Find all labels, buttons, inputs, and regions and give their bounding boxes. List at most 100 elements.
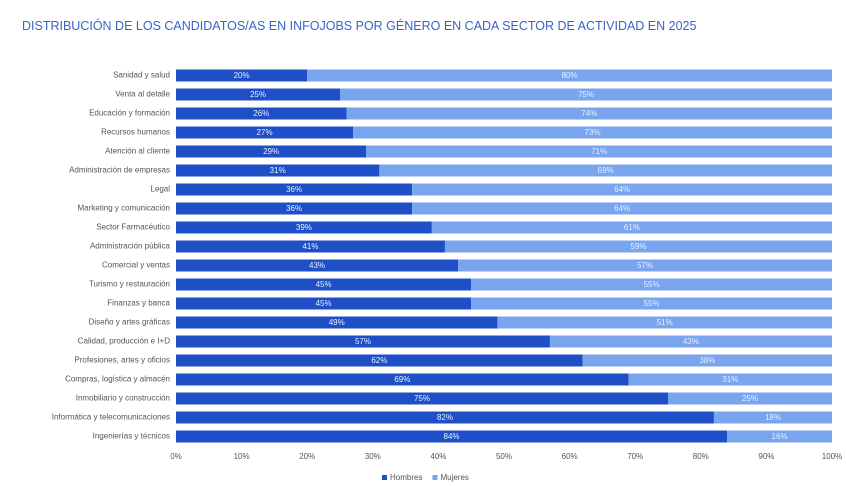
y-tick-label: Atención al cliente bbox=[105, 147, 170, 156]
value-label: 16% bbox=[772, 432, 788, 441]
x-tick-label: 50% bbox=[496, 452, 512, 461]
y-tick-label: Calidad, producción e I+D bbox=[78, 337, 171, 346]
value-label: 25% bbox=[250, 90, 266, 99]
value-label: 80% bbox=[562, 71, 578, 80]
value-label: 64% bbox=[614, 185, 630, 194]
x-tick-label: 20% bbox=[299, 452, 315, 461]
value-label: 29% bbox=[263, 147, 279, 156]
bar-segment bbox=[307, 69, 832, 82]
x-tick-label: 70% bbox=[627, 452, 643, 461]
y-tick-label: Marketing y comunicación bbox=[78, 204, 170, 213]
bar-segment bbox=[497, 316, 832, 329]
value-label: 45% bbox=[316, 299, 332, 308]
x-tick-label: 80% bbox=[693, 452, 709, 461]
value-label: 25% bbox=[742, 394, 758, 403]
y-tick-label: Sanidad y salud bbox=[113, 71, 170, 80]
y-tick-label: Ingenierías y técnicos bbox=[93, 432, 170, 441]
bar-segment bbox=[176, 126, 354, 139]
x-tick-label: 100% bbox=[822, 452, 842, 461]
value-label: 82% bbox=[437, 413, 453, 422]
x-tick-label: 30% bbox=[365, 452, 381, 461]
y-tick-label: Recursos humanos bbox=[101, 128, 170, 137]
bar-segment bbox=[176, 221, 432, 234]
value-label: 74% bbox=[581, 109, 597, 118]
bar-segment bbox=[176, 202, 413, 215]
value-label: 73% bbox=[585, 128, 601, 137]
bar-segment bbox=[353, 126, 832, 139]
value-label: 27% bbox=[257, 128, 273, 137]
bar-segment bbox=[176, 183, 413, 196]
bar-segment bbox=[713, 411, 832, 424]
bar-segment bbox=[176, 392, 668, 405]
chart-title: DISTRIBUCIÓN DE LOS CANDIDATOS/AS EN INF… bbox=[22, 19, 697, 33]
value-label: 49% bbox=[329, 318, 345, 327]
value-label: 64% bbox=[614, 204, 630, 213]
value-label: 36% bbox=[286, 185, 302, 194]
bar-segment bbox=[176, 354, 583, 367]
value-label: 69% bbox=[394, 375, 410, 384]
value-label: 26% bbox=[253, 109, 269, 118]
y-tick-label: Sector Farmacéutico bbox=[96, 223, 170, 232]
bar-segment bbox=[431, 221, 832, 234]
value-label: 51% bbox=[657, 318, 673, 327]
bar-segment bbox=[176, 69, 308, 82]
bar-segment bbox=[379, 164, 832, 177]
bar-segment bbox=[176, 278, 472, 291]
y-tick-label: Turismo y restauración bbox=[89, 280, 170, 289]
value-label: 75% bbox=[578, 90, 594, 99]
value-label: 45% bbox=[316, 280, 332, 289]
bar-segment bbox=[176, 259, 459, 272]
y-tick-label: Finanzas y banca bbox=[107, 299, 170, 308]
legend-swatch bbox=[382, 475, 387, 480]
value-label: 57% bbox=[637, 261, 653, 270]
y-tick-label: Inmobiliario y construcción bbox=[76, 394, 170, 403]
legend-swatch bbox=[432, 475, 438, 480]
bar-segment bbox=[444, 240, 832, 253]
value-label: 75% bbox=[414, 394, 430, 403]
bar-segment bbox=[176, 240, 445, 253]
bar-segment bbox=[176, 107, 347, 120]
bar-segment bbox=[176, 411, 714, 424]
bar-segment bbox=[176, 88, 340, 101]
x-tick-label: 60% bbox=[562, 452, 578, 461]
value-label: 84% bbox=[444, 432, 460, 441]
bar-segment bbox=[340, 88, 832, 101]
bar-segment bbox=[176, 297, 472, 310]
bar-segment bbox=[176, 316, 498, 329]
value-label: 61% bbox=[624, 223, 640, 232]
bar-segment bbox=[176, 145, 367, 158]
bar-segment bbox=[176, 164, 380, 177]
value-label: 59% bbox=[630, 242, 646, 251]
y-tick-label: Educación y formación bbox=[89, 109, 170, 118]
bar-segment bbox=[458, 259, 832, 272]
value-label: 38% bbox=[699, 356, 715, 365]
y-tick-label: Administración de empresas bbox=[69, 166, 170, 175]
value-label: 55% bbox=[644, 280, 660, 289]
value-label: 18% bbox=[765, 413, 781, 422]
y-tick-label: Informática y telecomunicaciones bbox=[52, 413, 170, 422]
y-tick-label: Diseño y artes gráficas bbox=[89, 318, 170, 327]
y-tick-label: Comercial y ventas bbox=[102, 261, 170, 270]
x-tick-label: 40% bbox=[430, 452, 446, 461]
bar-segment bbox=[346, 107, 832, 120]
x-tick-label: 90% bbox=[758, 452, 774, 461]
value-label: 71% bbox=[591, 147, 607, 156]
x-tick-label: 10% bbox=[234, 452, 250, 461]
y-tick-label: Legal bbox=[150, 185, 170, 194]
bar-segment bbox=[628, 373, 832, 386]
value-label: 69% bbox=[598, 166, 614, 175]
y-tick-label: Profesiones, artes y oficios bbox=[74, 356, 170, 365]
y-tick-label: Venta al detalle bbox=[115, 90, 170, 99]
value-label: 31% bbox=[270, 166, 286, 175]
value-label: 20% bbox=[234, 71, 250, 80]
value-label: 31% bbox=[722, 375, 738, 384]
value-label: 62% bbox=[371, 356, 387, 365]
bar-segment bbox=[412, 183, 832, 196]
bar-segment bbox=[366, 145, 832, 158]
value-label: 55% bbox=[644, 299, 660, 308]
value-label: 36% bbox=[286, 204, 302, 213]
bar-segment bbox=[549, 335, 832, 348]
bar-segment bbox=[412, 202, 832, 215]
value-label: 39% bbox=[296, 223, 312, 232]
